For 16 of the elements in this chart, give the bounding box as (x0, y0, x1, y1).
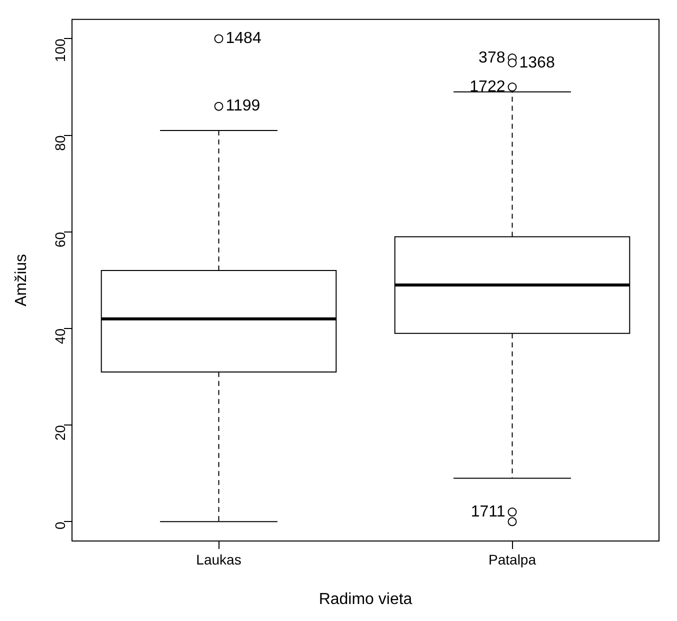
x-axis-title: Radimo vieta (318, 590, 412, 608)
annotation: 1484 (226, 30, 262, 48)
y-tick-label: 100 (52, 38, 68, 62)
x-tick-label: Patalpa (488, 551, 536, 568)
y-tick-label: 60 (52, 232, 68, 248)
annotation: 378 (478, 49, 506, 66)
annotation: 1368 (519, 54, 555, 72)
y-tick-label: 0 (52, 521, 68, 530)
annotation: 1199 (226, 98, 260, 115)
y-tick-label: 80 (52, 135, 68, 151)
x-tick-label: Laukas (196, 551, 242, 568)
annotation: 1722 (470, 78, 506, 96)
annotation: 1711 (470, 503, 506, 520)
y-axis-title: Amžius (13, 254, 30, 306)
y-tick-label: 40 (52, 328, 68, 344)
y-tick-label: 20 (52, 424, 68, 441)
